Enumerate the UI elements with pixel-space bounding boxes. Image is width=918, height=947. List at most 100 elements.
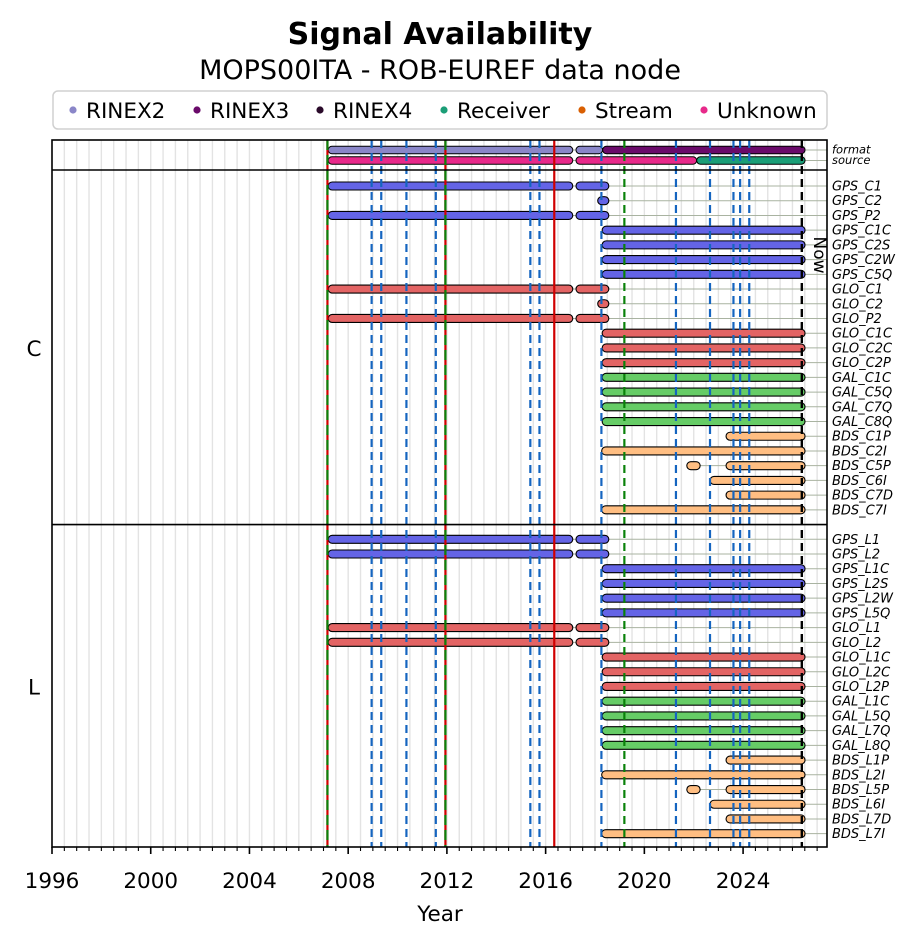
row-label-gps_c2s: GPS_C2S [832,238,890,253]
x-axis: 1996 2000 2004 2008 2012 2016 2020 2024 [25,847,818,894]
row-label-gps_c2: GPS_C2 [832,194,882,209]
bar-gps_c1 [575,181,610,191]
row-label-glo_c2: GLO_C2 [832,297,883,312]
x-tick-label: 1996 [25,869,80,894]
legend-marker-stream [578,106,586,114]
legend: RINEX2 RINEX3 RINEX4 Receiver Stream Unknown [52,90,828,130]
bar-bds_l2i [601,770,806,780]
bar-glo_l2 [327,637,574,647]
bar-gal_c5q [601,387,806,397]
bar-gal_c8q [601,416,806,427]
row-label-bds_l6i: BDS_L6I [832,798,885,813]
bar-gps_l2w [601,593,806,603]
row-label-glo_c1: GLO_C1 [832,283,883,298]
bar-gps_l1 [575,534,610,544]
legend-label-rinex4: RINEX4 [333,99,412,124]
row-label-gps_l1c: GPS_L1C [832,562,890,577]
row-label-source: source [832,153,870,167]
bar-source-receiver [696,156,806,165]
legend-label-receiver: Receiver [457,99,550,124]
row-label-bds_c6i: BDS_C6I [832,474,887,489]
bar-glo_p2 [327,313,574,324]
bar-bds_c7i [601,505,806,515]
bar-gps_l1 [327,534,574,544]
row-label-gps_l5q: GPS_L5Q [832,606,890,621]
bar-gal_l1c [601,696,806,706]
row-label-gal_c7q: GAL_C7Q [832,400,892,415]
bar-bds_l5p [686,784,701,795]
legend-marker-unknown [700,106,708,114]
legend-label-stream: Stream [595,99,673,124]
bar-bds_c7d [725,490,806,500]
row-label-glo_c2p: GLO_C2P [832,356,891,371]
bar-gal_l7q [601,726,806,736]
row-label-gps_l1: GPS_L1 [832,533,880,548]
legend-label-rinex2: RINEX2 [86,99,165,124]
row-label-bds_c7i: BDS_C7I [832,503,887,518]
bar-gps_l5q [601,608,806,618]
bar-bds_c6i [709,475,806,485]
x-tick-label: 2024 [716,869,771,894]
row-label-format: format [832,143,871,157]
bar-gps_c2 [597,196,610,206]
bar-format-rinex2 [575,145,604,155]
row-label-bds_c5p: BDS_C5P [832,459,891,474]
x-tick-label: 2004 [222,869,277,894]
row-label-glo_c1c: GLO_C1C [832,327,893,342]
row-label-gps_p2: GPS_P2 [832,209,881,224]
row-label-glo_l2: GLO_L2 [832,636,881,651]
x-axis-label: Year [416,902,463,927]
legend-marker-receiver [440,106,448,114]
row-label-gps_l2w: GPS_L2W [832,592,894,607]
bar-bds_l6i [709,799,806,809]
bar-gal_l8q [601,740,806,750]
row-label-gal_l5q: GAL_L5Q [832,709,890,724]
bar-bds_c1p [725,431,806,441]
row-label-gps_c5q: GPS_C5Q [832,268,892,283]
bar-glo_p2 [575,313,610,324]
row-label-bds_c2i: BDS_C2I [832,444,887,459]
bar-gps_p2 [575,210,610,220]
group-labels: CL [26,337,41,701]
x-tick-label: 2000 [123,869,178,894]
bar-gps_l2s [601,578,806,588]
bar-bds_c5p [686,461,701,471]
legend-frame [52,90,828,130]
row-label-gal_c5q: GAL_C5Q [832,386,892,401]
bar-glo_c2 [597,299,610,309]
bar-gps_p2 [327,210,574,220]
bar-format-rinex3 [602,145,806,155]
row-label-glo_l2p: GLO_L2P [832,680,889,695]
plot-area [51,139,828,848]
row-label-bds_c7d: BDS_C7D [832,489,893,504]
group-label-c: C [26,337,41,362]
event-lines [326,140,804,847]
bar-glo_c2c [601,343,806,353]
row-label-glo_l1: GLO_L1 [832,621,881,636]
row-label-gps_c1: GPS_C1 [832,180,882,195]
row-label-bds_l5p: BDS_L5P [832,783,889,798]
bar-bds_l7d [725,814,806,824]
row-label-bds_c1p: BDS_C1P [832,430,891,445]
legend-marker-rinex3 [193,106,201,114]
bar-glo_l1c [601,652,806,662]
row-label-gal_l1c: GAL_L1C [832,695,890,710]
bar-glo_l1 [575,623,610,633]
bar-glo_c1c [601,328,806,338]
row-label-glo_c2c: GLO_C2C [832,341,893,356]
x-tick-label: 2008 [321,869,376,894]
row-label-gps_c2w: GPS_C2W [832,253,896,268]
group-label-l: L [28,675,40,700]
bar-gps_c2w [601,255,806,265]
plot-border [51,139,828,848]
bar-bds_l5p [725,784,806,795]
row-label-glo_l1c: GLO_L1C [832,651,891,666]
row-label-gal_l7q: GAL_L7Q [832,724,890,739]
axes-frame [51,139,828,848]
bar-format-rinex2 [327,145,574,155]
bar-bds_l1p [725,755,806,765]
bar-glo_c1 [575,284,610,294]
row-label-gal_l8q: GAL_L8Q [832,739,890,754]
bar-glo_l1 [327,623,574,633]
